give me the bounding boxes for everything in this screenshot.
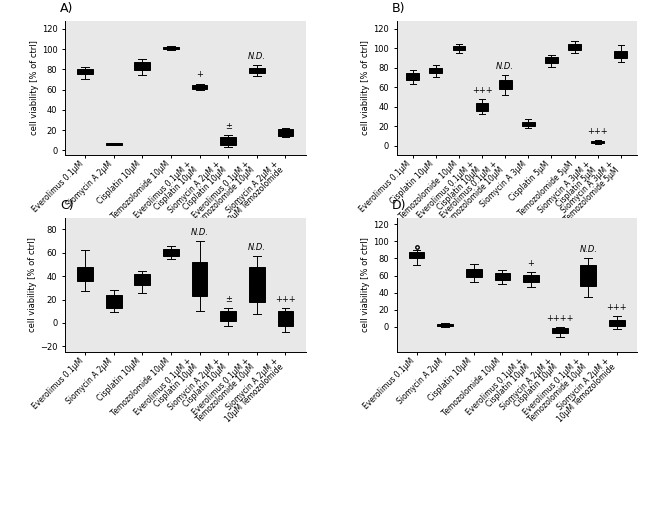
Text: +: + xyxy=(196,70,203,79)
Y-axis label: cell viability [% of ctrl]: cell viability [% of ctrl] xyxy=(361,237,370,333)
PathPatch shape xyxy=(409,252,424,258)
PathPatch shape xyxy=(495,273,510,280)
Text: N.D.: N.D. xyxy=(248,52,266,61)
PathPatch shape xyxy=(523,275,539,282)
Text: +++: +++ xyxy=(472,86,493,95)
Y-axis label: cell viability [% of ctrl]: cell viability [% of ctrl] xyxy=(361,40,370,136)
PathPatch shape xyxy=(77,69,93,75)
PathPatch shape xyxy=(580,265,596,286)
PathPatch shape xyxy=(437,324,453,326)
PathPatch shape xyxy=(135,62,150,70)
PathPatch shape xyxy=(278,311,293,326)
Text: N.D.: N.D. xyxy=(579,246,597,254)
PathPatch shape xyxy=(135,274,150,285)
PathPatch shape xyxy=(220,311,236,321)
PathPatch shape xyxy=(163,47,179,49)
Text: N.D.: N.D. xyxy=(190,228,209,237)
Text: +: + xyxy=(528,259,534,268)
PathPatch shape xyxy=(614,51,627,58)
Text: C): C) xyxy=(60,199,74,212)
Text: +++: +++ xyxy=(588,127,608,136)
PathPatch shape xyxy=(430,67,442,74)
PathPatch shape xyxy=(476,103,488,110)
PathPatch shape xyxy=(192,262,207,296)
Text: N.D.: N.D. xyxy=(248,243,266,252)
PathPatch shape xyxy=(192,84,207,89)
PathPatch shape xyxy=(568,44,581,50)
PathPatch shape xyxy=(278,129,293,136)
PathPatch shape xyxy=(163,249,179,256)
PathPatch shape xyxy=(466,269,482,277)
PathPatch shape xyxy=(106,143,122,145)
Y-axis label: cell viability [% of ctrl]: cell viability [% of ctrl] xyxy=(30,40,39,136)
PathPatch shape xyxy=(452,46,465,50)
Y-axis label: cell viability [% of ctrl]: cell viability [% of ctrl] xyxy=(28,237,37,333)
PathPatch shape xyxy=(77,267,93,281)
Text: ±: ± xyxy=(225,122,231,131)
Text: B): B) xyxy=(392,3,405,16)
Text: +++: +++ xyxy=(606,304,627,312)
PathPatch shape xyxy=(609,320,625,326)
PathPatch shape xyxy=(522,122,535,126)
Text: A): A) xyxy=(60,3,73,16)
PathPatch shape xyxy=(220,137,236,145)
PathPatch shape xyxy=(249,267,265,302)
PathPatch shape xyxy=(552,328,567,334)
PathPatch shape xyxy=(249,68,265,74)
PathPatch shape xyxy=(499,80,512,89)
PathPatch shape xyxy=(592,141,604,143)
PathPatch shape xyxy=(106,295,122,308)
Text: D): D) xyxy=(392,199,406,212)
Text: ±: ± xyxy=(225,295,231,304)
Text: N.D.: N.D. xyxy=(496,62,514,71)
Text: +++: +++ xyxy=(275,295,296,304)
PathPatch shape xyxy=(545,57,558,63)
Text: ++++: ++++ xyxy=(546,313,573,323)
PathPatch shape xyxy=(406,74,419,80)
